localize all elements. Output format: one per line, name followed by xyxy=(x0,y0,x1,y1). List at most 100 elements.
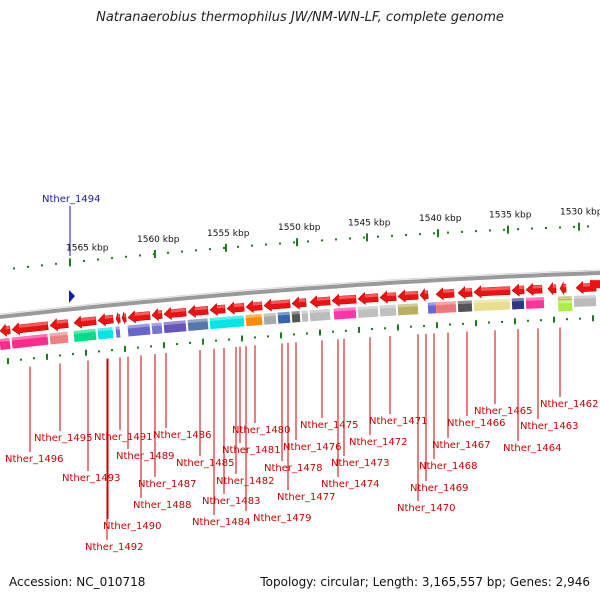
feature-block[interactable] xyxy=(263,312,277,325)
gene-arrow[interactable] xyxy=(49,318,69,332)
gene-label[interactable]: Nther_1491 xyxy=(94,432,152,443)
gene-label[interactable]: Nther_1489 xyxy=(116,451,174,462)
gene-arrow[interactable] xyxy=(163,306,187,321)
gene-label[interactable]: Nther_1490 xyxy=(103,521,161,532)
gene-arrow[interactable] xyxy=(511,283,525,297)
feature-block[interactable] xyxy=(473,298,511,312)
feature-block[interactable] xyxy=(573,295,597,307)
feature-block[interactable] xyxy=(557,299,573,312)
feature-block[interactable] xyxy=(357,305,379,318)
gene-label[interactable]: Nther_1473 xyxy=(331,458,389,469)
gene-arrow[interactable] xyxy=(559,281,567,296)
gene-arrow[interactable] xyxy=(473,285,511,299)
feature-block[interactable] xyxy=(333,307,357,320)
gene-label[interactable]: Nther_1487 xyxy=(138,479,196,490)
gene-label[interactable]: Nther_1471 xyxy=(369,416,427,427)
feature-block[interactable] xyxy=(525,297,545,309)
gene-label[interactable]: Nther_1486 xyxy=(153,430,211,441)
gene-label[interactable]: Nther_1467 xyxy=(432,440,490,451)
scale-dot xyxy=(13,267,15,270)
feature-block[interactable] xyxy=(97,327,114,340)
gene-arrow[interactable] xyxy=(115,312,121,325)
gene-label[interactable]: Nther_1485 xyxy=(176,458,234,469)
gene-label[interactable]: Nther_1463 xyxy=(520,421,578,432)
gene-label[interactable]: Nther_1465 xyxy=(474,406,532,417)
arrow-shape xyxy=(291,296,307,310)
feature-block[interactable] xyxy=(277,311,291,324)
gene-label[interactable]: Nther_1481 xyxy=(222,445,280,456)
feature-block[interactable] xyxy=(379,304,397,317)
gene-label[interactable]: Nther_1464 xyxy=(503,443,561,454)
feature-block[interactable] xyxy=(73,328,97,342)
gene-arrow[interactable] xyxy=(419,288,429,302)
gene-arrow[interactable] xyxy=(397,289,419,303)
gene-arrow[interactable] xyxy=(525,282,543,297)
gene-arrow[interactable] xyxy=(151,308,163,322)
gene-label[interactable]: Nther_1483 xyxy=(202,496,260,507)
feature-block[interactable] xyxy=(0,337,11,350)
feature-block[interactable] xyxy=(457,300,473,313)
gene-arrow[interactable] xyxy=(547,282,557,296)
gene-arrow[interactable] xyxy=(357,291,379,306)
gene-arrow[interactable] xyxy=(379,290,397,304)
gene-arrow[interactable] xyxy=(187,304,209,318)
feature-block[interactable] xyxy=(309,308,331,322)
feature-box xyxy=(163,320,187,334)
feature-block[interactable] xyxy=(209,315,245,330)
gene-label[interactable]: Nther_1476 xyxy=(283,442,341,453)
gene-arrow[interactable] xyxy=(226,301,245,315)
gene-label[interactable]: Nther_1468 xyxy=(419,461,477,472)
gene-label[interactable]: Nther_1493 xyxy=(62,473,120,484)
feature-block[interactable] xyxy=(151,322,163,335)
gene-arrow[interactable] xyxy=(0,323,11,337)
feature-block[interactable] xyxy=(435,301,457,314)
gene-label[interactable]: Nther_1472 xyxy=(349,437,407,448)
gene-arrow[interactable] xyxy=(127,310,151,324)
gene-label[interactable]: Nther_1482 xyxy=(216,476,274,487)
gene-arrow[interactable] xyxy=(263,298,291,312)
feature-box xyxy=(263,312,277,325)
feature-block[interactable] xyxy=(301,310,309,322)
focus-gene-label[interactable]: Nther_1494 xyxy=(42,194,101,205)
feature-block[interactable] xyxy=(11,333,49,349)
gene-arrow[interactable] xyxy=(97,313,114,327)
gene-label[interactable]: Nther_1477 xyxy=(277,492,335,503)
gene-arrow[interactable] xyxy=(209,303,226,317)
feature-block[interactable] xyxy=(127,323,151,337)
feature-block[interactable] xyxy=(49,331,69,345)
feature-block[interactable] xyxy=(291,311,301,323)
gene-arrow[interactable] xyxy=(309,295,331,309)
gene-label[interactable]: Nther_1484 xyxy=(192,517,250,528)
feature-block[interactable] xyxy=(187,318,209,332)
gene-label[interactable]: Nther_1469 xyxy=(410,483,468,494)
gene-label[interactable]: Nther_1478 xyxy=(264,463,322,474)
feature-block[interactable] xyxy=(511,297,525,310)
gene-arrow[interactable] xyxy=(291,296,307,310)
feature-block[interactable] xyxy=(427,302,437,314)
gene-label[interactable]: Nther_1479 xyxy=(253,513,311,524)
gene-label[interactable]: Nther_1474 xyxy=(321,479,379,490)
feature-block[interactable] xyxy=(115,326,121,338)
gene-label[interactable]: Nther_1496 xyxy=(5,454,63,465)
feature-block[interactable] xyxy=(397,303,419,316)
gene-label[interactable]: Nther_1475 xyxy=(300,420,358,431)
gene-arrow[interactable] xyxy=(11,320,49,336)
gene-arrow[interactable] xyxy=(121,311,127,325)
gene-arrow[interactable] xyxy=(245,300,263,314)
gene-label[interactable]: Nther_1470 xyxy=(397,503,455,514)
gene-arrow[interactable] xyxy=(331,293,357,307)
gene-arrow[interactable] xyxy=(590,280,600,289)
gene-label[interactable]: Nther_1492 xyxy=(85,542,143,553)
gene-arrow[interactable] xyxy=(435,287,455,301)
gene-label[interactable]: Nther_1495 xyxy=(34,433,92,444)
arrow-shape xyxy=(559,281,567,296)
gene-arrow[interactable] xyxy=(457,286,473,300)
gene-arrow[interactable] xyxy=(73,315,97,329)
feature-block[interactable] xyxy=(163,320,187,334)
scale-dot xyxy=(83,259,85,262)
feature-block[interactable] xyxy=(245,313,263,327)
gene-label[interactable]: Nther_1462 xyxy=(540,399,598,410)
gene-label[interactable]: Nther_1480 xyxy=(232,425,290,436)
gene-label[interactable]: Nther_1488 xyxy=(133,500,191,511)
gene-label[interactable]: Nther_1466 xyxy=(447,418,505,429)
